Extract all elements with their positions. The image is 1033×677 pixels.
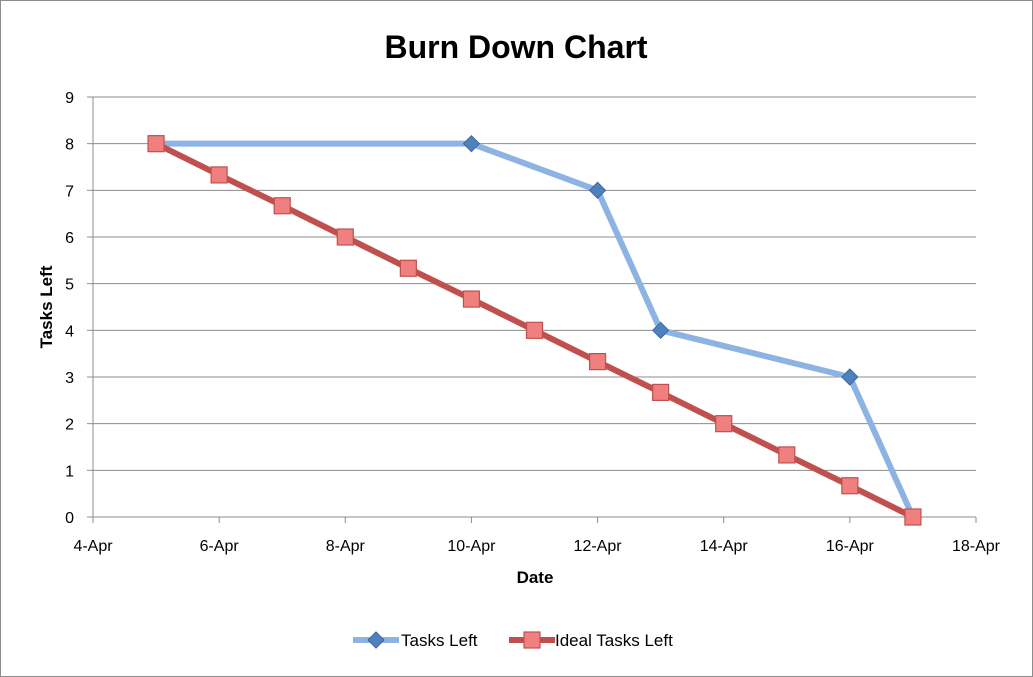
data-point-marker xyxy=(904,508,922,526)
gridlines xyxy=(93,96,976,471)
y-tick-label: 3 xyxy=(65,370,74,387)
data-point-marker xyxy=(525,321,544,339)
y-tick-labels: 0 1 2 3 4 5 6 7 8 9 xyxy=(65,90,74,527)
legend-item-ideal-tasks-left: Ideal Tasks Left xyxy=(509,631,673,650)
data-point-marker xyxy=(588,353,607,371)
y-tick-label: 4 xyxy=(65,323,74,340)
data-point-marker xyxy=(778,446,796,464)
series-ideal-tasks-left xyxy=(147,135,922,526)
legend-label: Tasks Left xyxy=(401,631,478,650)
x-tick-label: 12-Apr xyxy=(574,538,623,555)
x-tick-label: 8-Apr xyxy=(326,538,366,555)
y-tick-label: 9 xyxy=(65,90,74,107)
x-tick-label: 10-Apr xyxy=(447,538,496,555)
legend-item-tasks-left: Tasks Left xyxy=(353,631,478,650)
y-tick-label: 2 xyxy=(65,417,74,434)
data-point-marker xyxy=(651,321,670,340)
y-tick-label: 6 xyxy=(65,230,74,247)
data-point-marker xyxy=(523,631,541,649)
data-point-marker xyxy=(147,135,165,153)
x-tick-labels: 4-Apr 6-Apr 8-Apr 10-Apr 12-Apr 14-Apr 16-Apr 1… xyxy=(73,538,1000,555)
y-tick-label: 7 xyxy=(65,183,74,200)
x-axis-title: Date xyxy=(517,568,554,587)
legend-label: Ideal Tasks Left xyxy=(555,631,673,650)
x-tick-label: 6-Apr xyxy=(200,538,240,555)
y-axis-title: Tasks Left xyxy=(37,265,56,348)
chart-title: Burn Down Chart xyxy=(384,29,647,65)
series-tasks-left xyxy=(147,134,922,526)
x-tick-label: 4-Apr xyxy=(73,538,113,555)
x-tick-label: 16-Apr xyxy=(826,538,875,555)
data-point-marker xyxy=(715,415,733,433)
data-point-marker xyxy=(462,290,481,308)
y-tick-label: 0 xyxy=(65,510,74,527)
y-tick-label: 5 xyxy=(65,277,74,294)
data-point-marker xyxy=(210,166,228,184)
legend: Tasks Left Ideal Tasks Left xyxy=(353,631,673,650)
data-point-marker xyxy=(841,477,859,495)
y-tick-label: 8 xyxy=(65,137,74,154)
series-layer xyxy=(147,134,922,526)
x-tick-label: 18-Apr xyxy=(952,538,1001,555)
data-point-marker xyxy=(841,368,859,386)
series-line xyxy=(153,140,916,520)
data-point-marker xyxy=(336,228,354,246)
y-tick-label: 1 xyxy=(65,463,74,480)
x-tick-label: 14-Apr xyxy=(700,538,749,555)
data-point-marker xyxy=(273,197,291,215)
data-point-marker xyxy=(462,134,481,153)
data-point-marker xyxy=(367,631,385,649)
data-point-marker xyxy=(652,383,670,401)
data-point-marker xyxy=(588,181,607,200)
axes xyxy=(87,96,977,523)
data-point-marker xyxy=(399,259,417,277)
